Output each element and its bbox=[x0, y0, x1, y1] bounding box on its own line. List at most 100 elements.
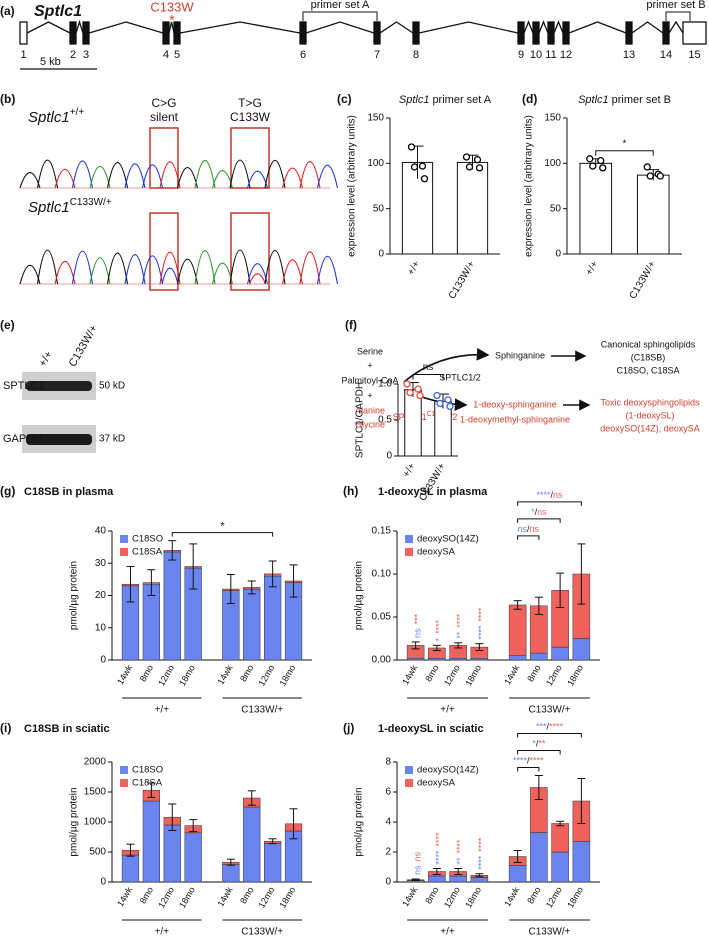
y-tick-label: 0.05 bbox=[372, 612, 392, 623]
data-point bbox=[406, 388, 414, 397]
data-point bbox=[473, 156, 482, 164]
x-tick-label: 14wk bbox=[215, 663, 234, 687]
y-axis-label: pmol/µg protein bbox=[69, 561, 80, 630]
x-tick-label: 12mo bbox=[442, 663, 462, 687]
group-label: +/+ bbox=[440, 705, 455, 716]
panel-label: (a) bbox=[0, 4, 15, 18]
title-part: primer set B bbox=[612, 94, 671, 106]
panel-label: (i) bbox=[0, 721, 11, 735]
legend-swatch bbox=[405, 535, 413, 543]
site-effect: C133W bbox=[230, 110, 271, 124]
trace-peak bbox=[54, 168, 76, 189]
significance-bracket bbox=[517, 535, 540, 540]
trace-peak bbox=[159, 251, 181, 285]
group-label: +/+ bbox=[155, 705, 170, 716]
bar-segment bbox=[264, 843, 282, 883]
exon-label: 15 bbox=[688, 49, 700, 61]
significance-part: **** bbox=[536, 490, 551, 500]
primer-bracket bbox=[302, 11, 378, 21]
arrow bbox=[403, 347, 490, 383]
intron bbox=[631, 21, 664, 34]
intron bbox=[379, 21, 414, 34]
y-tick-label: 0 bbox=[385, 877, 391, 888]
trace-peak bbox=[141, 164, 164, 189]
x-tick-label: 12mo bbox=[257, 885, 277, 909]
intron bbox=[168, 21, 175, 34]
bar-segment bbox=[508, 865, 527, 883]
site-box bbox=[230, 127, 270, 189]
group-label: +/+ bbox=[440, 927, 455, 938]
bar-segment bbox=[551, 851, 569, 883]
substrate: Serine bbox=[357, 346, 383, 356]
lane-label: C133W/+ bbox=[67, 323, 100, 369]
x-tick-label: 14wk bbox=[115, 663, 134, 687]
significance-label: */ns bbox=[531, 507, 547, 517]
significance-label: */** bbox=[532, 739, 546, 749]
x-tick-label: 8mo bbox=[238, 663, 255, 683]
substrate: Glycine bbox=[355, 419, 385, 429]
exon-label: 12 bbox=[560, 49, 572, 61]
x-tick-label: 12mo bbox=[442, 885, 462, 909]
x-tick-label: C133W/+ bbox=[447, 259, 478, 301]
trace-peak bbox=[106, 162, 129, 189]
y-tick-label: 150 bbox=[544, 113, 561, 124]
y-tick-label: 40 bbox=[95, 526, 107, 537]
data-point bbox=[656, 172, 664, 180]
significance-bracket bbox=[171, 532, 274, 537]
significance-label: ****** bbox=[456, 839, 466, 865]
data-point bbox=[444, 396, 452, 404]
bar bbox=[404, 389, 422, 457]
bar-segment bbox=[572, 841, 591, 883]
trace-peak bbox=[19, 264, 41, 285]
exon bbox=[562, 21, 570, 45]
canonical: C18SO, C18SA bbox=[616, 365, 679, 375]
western-blot: (e) +/+ C133W/+ SPTLC1 50 kD GAPDH 37 kD bbox=[0, 318, 125, 453]
y-tick-label: 0 bbox=[378, 249, 384, 260]
significance-lower: **** bbox=[477, 625, 487, 640]
trace-peak bbox=[159, 161, 181, 189]
trace-peak bbox=[106, 252, 129, 285]
trace-peak bbox=[36, 249, 59, 285]
y-tick-label: 2 bbox=[385, 847, 391, 858]
significance-label: ****/ns bbox=[536, 490, 563, 500]
trace-peak bbox=[299, 251, 321, 285]
x-tick-label: 14wk bbox=[400, 663, 419, 687]
exon-label: 9 bbox=[518, 49, 524, 61]
y-tick-label: 0 bbox=[386, 451, 392, 462]
exon bbox=[299, 21, 307, 45]
y-tick-label: 10 bbox=[95, 622, 107, 633]
bar-segment bbox=[428, 658, 446, 661]
significance-part: **** bbox=[549, 722, 564, 732]
trace-peak bbox=[264, 249, 286, 285]
primer-label: primer set B bbox=[646, 0, 705, 11]
legend-swatch bbox=[405, 779, 413, 787]
y-axis-label: expression level (arbitrary units) bbox=[524, 115, 535, 257]
significance-label: ns ns bbox=[413, 851, 423, 875]
significance-label: ns *** bbox=[413, 613, 423, 638]
trace-peak bbox=[176, 167, 199, 189]
data-point bbox=[465, 163, 474, 171]
toxic: deoxySO(14Z), deoxySA bbox=[600, 423, 700, 433]
x-tick-label: 18mo bbox=[177, 663, 197, 687]
chart-title: C18SB in plasma bbox=[24, 486, 114, 498]
trace-peak bbox=[229, 159, 251, 189]
x-tick-label: 14wk bbox=[502, 663, 521, 687]
data-point bbox=[436, 399, 444, 408]
trace-peak bbox=[281, 259, 304, 285]
data-point bbox=[586, 155, 594, 163]
x-tick-label: +/+ bbox=[584, 259, 601, 277]
significance-bracket bbox=[517, 767, 540, 772]
bar-segment bbox=[508, 655, 527, 661]
legend-label: deoxySO(14Z) bbox=[417, 534, 479, 545]
legend-label: C18SA bbox=[132, 547, 163, 558]
y-tick-label: 1000 bbox=[84, 817, 107, 828]
x-tick-label: 8mo bbox=[138, 663, 155, 683]
significance-part: / bbox=[546, 722, 549, 732]
trace-peak bbox=[71, 250, 94, 285]
y-tick-label: 20 bbox=[95, 590, 107, 601]
trace-peak bbox=[211, 170, 234, 189]
exon bbox=[412, 21, 420, 45]
exon-label: 10 bbox=[530, 49, 542, 61]
intron bbox=[179, 21, 301, 34]
